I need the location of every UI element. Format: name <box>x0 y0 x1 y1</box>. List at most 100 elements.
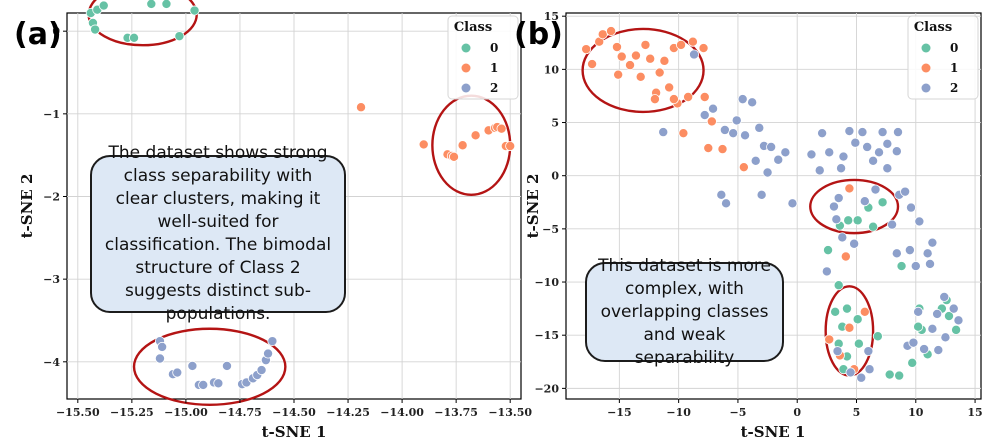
x-tick-label: −15 <box>607 406 632 419</box>
point-class-2 <box>821 266 832 277</box>
point-class-1 <box>824 334 835 345</box>
legend-marker-1-a <box>461 63 471 73</box>
point-class-2 <box>740 130 751 141</box>
point-class-2 <box>708 103 719 114</box>
point-class-2 <box>904 245 915 256</box>
point-class-2 <box>927 323 938 334</box>
legend-label-0-a: 0 <box>490 41 498 55</box>
x-axis-label-a: t-SNE 1 <box>262 423 327 441</box>
point-class-2 <box>750 155 761 166</box>
highlight-ellipse <box>809 178 900 235</box>
y-tick-label: −4 <box>43 356 60 369</box>
point-class-2 <box>908 337 919 348</box>
point-class-1 <box>698 43 709 54</box>
point-class-1 <box>597 29 608 40</box>
x-tick-label: 15 <box>967 406 982 419</box>
point-class-2 <box>948 303 959 314</box>
point-class-0 <box>146 0 157 9</box>
y-tick-label: −20 <box>534 382 559 395</box>
point-class-2 <box>267 336 278 347</box>
point-class-2 <box>836 163 847 174</box>
point-class-2 <box>927 237 938 248</box>
point-class-1 <box>678 128 689 139</box>
y-tick-label: −3 <box>43 273 60 286</box>
y-tick-label: −10 <box>534 276 559 289</box>
legend-label-2-b: 2 <box>950 81 958 95</box>
legend-frame-a <box>447 15 519 100</box>
y-ticks-a: 0 −1 −2 −3 −4 <box>43 25 67 369</box>
point-class-2 <box>716 189 727 200</box>
point-class-2 <box>154 353 165 364</box>
point-class-0 <box>877 197 888 208</box>
point-class-2 <box>874 147 885 158</box>
point-class-2 <box>863 346 874 357</box>
legend-title-b: Class <box>914 20 952 35</box>
point-class-1 <box>645 53 656 64</box>
x-tick-label: −13.75 <box>434 406 478 419</box>
point-class-2 <box>719 124 730 135</box>
point-class-1 <box>840 251 851 262</box>
y-tick-label: −5 <box>542 223 559 236</box>
point-class-0 <box>189 5 200 16</box>
callout-b: This dataset is more complex, with overl… <box>585 256 784 368</box>
point-class-2 <box>857 127 868 138</box>
y-tick-label: −1 <box>43 108 60 121</box>
point-class-2 <box>198 379 209 390</box>
point-class-1 <box>616 51 627 62</box>
point-class-1 <box>844 183 855 194</box>
point-class-1 <box>606 26 617 37</box>
y-tick-label: 0 <box>52 25 60 38</box>
point-class-2 <box>754 122 765 133</box>
point-class-2 <box>721 198 732 209</box>
highlight-ellipse <box>581 27 705 114</box>
point-class-1 <box>717 144 728 155</box>
point-class-2 <box>877 127 888 138</box>
point-class-2 <box>953 315 964 326</box>
point-class-2 <box>780 147 791 158</box>
point-class-2 <box>844 126 855 137</box>
point-class-0 <box>852 215 863 226</box>
point-class-2 <box>864 364 875 375</box>
x-ticks-a: −15.50 −15.25 −15.00 −14.75 −14.50 −14.25 −14.… <box>56 399 532 419</box>
point-class-1 <box>613 69 624 80</box>
point-class-2 <box>731 115 742 126</box>
point-class-1 <box>703 143 714 154</box>
point-class-1 <box>738 162 749 173</box>
point-class-0 <box>90 24 101 35</box>
x-ticks-b: −15 −10 −5 0 5 10 15 <box>607 399 983 419</box>
point-class-1 <box>699 92 710 103</box>
y-tick-label: −2 <box>43 190 60 203</box>
point-class-0 <box>843 215 854 226</box>
point-class-2 <box>891 146 902 157</box>
point-class-0 <box>129 32 140 43</box>
point-class-1 <box>844 322 855 333</box>
point-class-2 <box>828 201 839 212</box>
legend-label-1-b: 1 <box>950 61 958 75</box>
point-class-1 <box>457 140 468 151</box>
legend-marker-2-b <box>921 83 931 93</box>
y-tick-label: 10 <box>544 63 560 76</box>
point-class-2 <box>882 138 893 149</box>
point-class-0 <box>896 261 907 272</box>
point-class-0 <box>842 303 853 314</box>
point-class-1 <box>683 92 694 103</box>
point-class-0 <box>833 280 844 291</box>
x-tick-label: 5 <box>853 406 861 419</box>
point-class-2 <box>862 141 873 152</box>
point-class-2 <box>831 214 842 225</box>
point-class-0 <box>852 314 863 325</box>
point-class-2 <box>859 196 870 207</box>
point-class-2 <box>824 147 835 158</box>
point-class-2 <box>845 367 856 378</box>
point-class-1 <box>676 39 687 50</box>
point-class-2 <box>891 248 902 259</box>
point-class-1 <box>635 71 646 82</box>
point-class-1 <box>668 94 679 105</box>
x-tick-label: −13.50 <box>488 406 532 419</box>
point-class-1 <box>496 123 507 134</box>
point-class-2 <box>806 149 817 160</box>
point-class-2 <box>814 165 825 176</box>
point-class-2 <box>900 186 911 197</box>
point-class-2 <box>925 258 936 269</box>
point-class-1 <box>470 130 481 141</box>
